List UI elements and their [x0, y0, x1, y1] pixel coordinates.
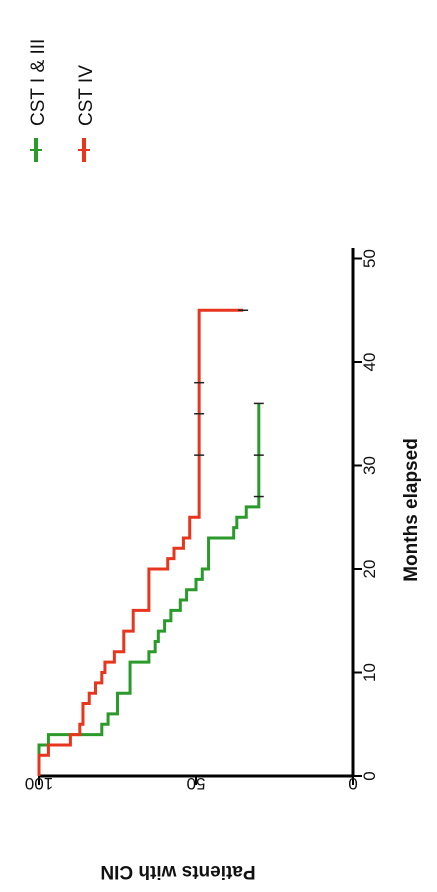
series-line-1	[37, 308, 244, 776]
legend-item-cst-iv	[78, 138, 90, 162]
x-tick-label-0: 0	[360, 771, 379, 780]
x-tick-label-10: 10	[360, 663, 379, 682]
legend: CST I & III CST IV	[28, 39, 97, 162]
legend-item-cst-i-iii	[30, 138, 42, 162]
y-tick-label-0: 0	[348, 774, 357, 793]
x-tick-label-20: 20	[360, 560, 379, 579]
legend-label-cst-i-iii: CST I & III	[28, 39, 49, 126]
legend-label-cst-iv: CST IV	[76, 65, 97, 126]
x-axis-ticks: 0 10 20 30 40 50	[353, 249, 379, 781]
y-axis-title: Patients with CIN	[100, 861, 255, 882]
x-tick-label-40: 40	[360, 353, 379, 372]
y-axis-ticks: 0 50 100	[25, 774, 358, 793]
plot-series	[37, 308, 264, 776]
x-axis-title: Months elapsed	[401, 438, 422, 582]
y-tick-label-100: 100	[25, 774, 53, 793]
series-line-0	[37, 403, 261, 776]
y-tick-label-50: 50	[187, 774, 206, 793]
x-tick-label-50: 50	[360, 249, 379, 268]
x-tick-label-30: 30	[360, 456, 379, 475]
